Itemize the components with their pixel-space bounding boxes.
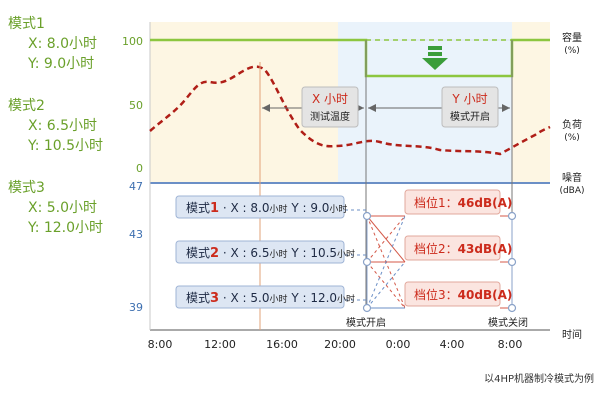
x-tick-0800-next: 8:00 [498, 338, 523, 351]
svg-text:档位2：43dB(A): 档位2：43dB(A) [414, 241, 512, 256]
mode-1-y: Y: 9.0小时 [27, 56, 94, 72]
mode-box-3-number: 3 [210, 291, 219, 306]
noise-unit: (dBA) [559, 186, 584, 196]
gear-box-3-number: 3 [438, 288, 446, 302]
mode-box-2-x: · X : 6.5 [219, 246, 269, 260]
mode-1-title: 模式1 [8, 16, 45, 32]
x-tick-0400: 4:00 [440, 338, 465, 351]
load-unit: (%) [564, 133, 580, 143]
mode-box-1-y-unit: 小时 [329, 203, 347, 215]
mode-list: 模式1 X: 8.0小时 Y: 9.0小时 模式2 X: 6.5小时 Y: 10… [8, 16, 103, 236]
mode-box-1-x: · X : 8.0 [219, 201, 269, 215]
gear-box-3-value: 40dB(A) [458, 288, 513, 302]
load-curve [149, 65, 551, 156]
axis-noise-43: 43 [129, 228, 143, 241]
morning-background [512, 22, 550, 183]
mode-off-label: 模式关闭 [488, 316, 528, 329]
svg-text:档位1：46dB(A): 档位1：46dB(A) [414, 195, 512, 210]
footnote: 以4HP机器制冷模式为例 [484, 372, 594, 385]
mode-box-3-x: · X : 5.0 [219, 291, 269, 305]
x-hours-title: X 小时 [312, 92, 348, 106]
y-hours-title: Y 小时 [451, 92, 487, 106]
mode-3-title: 模式3 [8, 180, 45, 196]
load-label: 负荷 [562, 118, 582, 131]
mode-box-2-y: Y : 10.5 [288, 246, 338, 260]
axis-noise-39: 39 [129, 301, 143, 314]
gear-box-2-number: 2 [438, 242, 446, 256]
mode-3-y: Y: 12.0小时 [27, 220, 103, 236]
svg-text:模式1 · X : 8.0小时 Y : 9.0小时: 模式1 · X : 8.0小时 Y : 9.0小时 [186, 201, 347, 216]
mode-3-x: X: 5.0小时 [28, 200, 97, 216]
x-tick-1200: 12:00 [204, 338, 236, 351]
x-tick-2000: 20:00 [324, 338, 356, 351]
mode-2-x: X: 6.5小时 [28, 118, 97, 134]
svg-text:模式2 · X : 6.5小时 Y : 10.5小时: 模式2 · X : 6.5小时 Y : 10.5小时 [186, 246, 355, 261]
svg-text:档位3：40dB(A): 档位3：40dB(A) [414, 287, 512, 302]
mode-box-3-name: 模式 [186, 291, 210, 305]
capacity-label: 容量 [562, 31, 582, 44]
gear-box-3-label: 档位 [414, 287, 438, 302]
gear-box-2-value: 43dB(A) [458, 242, 513, 256]
x-tick-0800: 8:00 [148, 338, 173, 351]
mode-box-2-number: 2 [210, 246, 219, 261]
gear-box-1-number: 1 [438, 196, 446, 210]
mode-box-2-y-unit: 小时 [337, 248, 355, 260]
gear-box-2-label: 档位 [414, 241, 438, 256]
x-hours-subtitle: 测试温度 [310, 110, 350, 123]
connection-nodes [362, 211, 517, 313]
gear-box-1: 档位1：46dB(A) [404, 189, 512, 215]
mode-box-2: 模式2 · X : 6.5小时 Y : 10.5小时 [175, 240, 355, 264]
axis-capacity-100: 100 [122, 35, 143, 48]
noise-label: 噪音 [562, 171, 582, 184]
mode-2-y: Y: 10.5小时 [27, 138, 103, 154]
mode-2-title: 模式2 [8, 98, 45, 114]
mode-box-1-y: Y : 9.0 [288, 201, 330, 215]
mode-box-3: 模式3 · X : 5.0小时 Y : 12.0小时 [175, 285, 355, 309]
svg-text:模式3 · X : 5.0小时 Y : 12.0小时: 模式3 · X : 5.0小时 Y : 12.0小时 [186, 291, 355, 306]
mode-box-3-x-unit: 小时 [269, 293, 287, 305]
axis-load-50: 50 [129, 99, 143, 112]
capacity-unit: (%) [564, 46, 580, 56]
mode-box-3-y: Y : 12.0 [288, 291, 338, 305]
gear-box-1-value: 46dB(A) [458, 196, 513, 210]
mode-box-3-y-unit: 小时 [337, 293, 355, 305]
x-tick-1600: 16:00 [266, 338, 298, 351]
axis-load-0: 0 [136, 162, 143, 175]
capacity-down-arrow-icon [422, 46, 448, 70]
axis-noise-47: 47 [129, 180, 143, 193]
mode-box-1-number: 1 [210, 201, 219, 216]
y-hours-box: Y 小时 模式开启 [441, 86, 499, 128]
x-hours-box: X 小时 测试温度 [301, 86, 359, 128]
time-label: 时间 [562, 328, 582, 341]
mode-box-1-name: 模式 [186, 201, 210, 215]
mode-1-x: X: 8.0小时 [28, 36, 97, 52]
mode-box-2-x-unit: 小时 [269, 248, 287, 260]
gear-box-1-label: 档位 [414, 195, 438, 210]
x-tick-0000: 0:00 [386, 338, 411, 351]
mode-box-1-x-unit: 小时 [269, 203, 287, 215]
mode-on-label: 模式开启 [346, 316, 386, 329]
mode-gear-connections [345, 209, 513, 309]
gear-box-3: 档位3：40dB(A) [404, 281, 512, 307]
mode-box-2-name: 模式 [186, 246, 210, 260]
mode-box-1: 模式1 · X : 8.0小时 Y : 9.0小时 [175, 195, 347, 219]
gear-box-2: 档位2：43dB(A) [404, 235, 512, 261]
capacity-line [150, 38, 550, 78]
y-hours-subtitle: 模式开启 [450, 110, 490, 123]
